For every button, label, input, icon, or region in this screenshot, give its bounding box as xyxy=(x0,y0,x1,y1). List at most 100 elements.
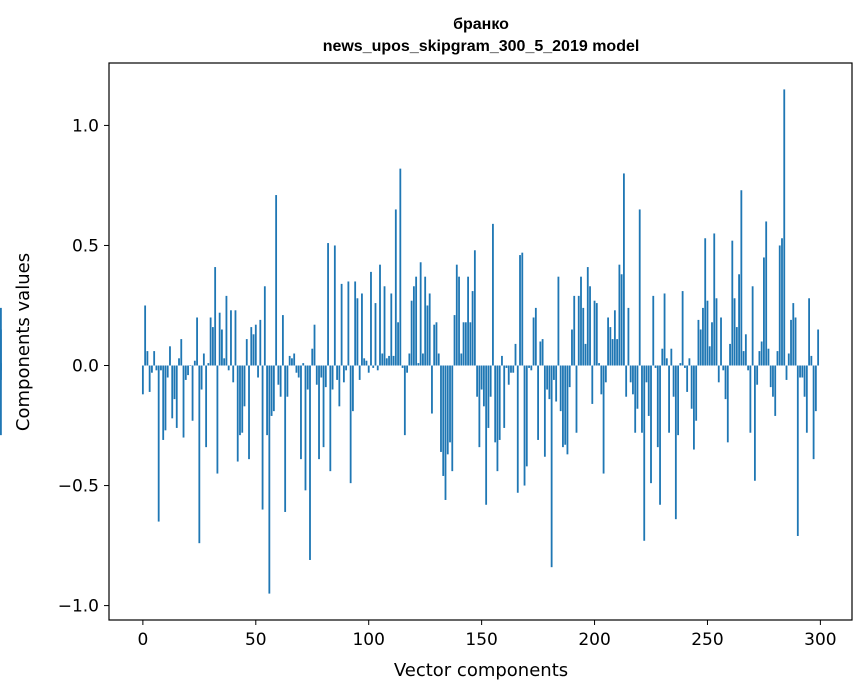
bar-component-196 xyxy=(584,343,587,366)
bar-component-296 xyxy=(810,355,813,366)
bar-component-287 xyxy=(790,319,792,366)
bar-component-286 xyxy=(787,353,790,366)
bar-component-253 xyxy=(713,233,716,366)
bar-component-26 xyxy=(200,365,203,390)
bar-component-186 xyxy=(562,365,564,448)
bar-component-237 xyxy=(677,365,680,436)
bar-component-88 xyxy=(340,283,343,366)
bar-component-151 xyxy=(482,365,485,407)
bar-component-43 xyxy=(239,365,241,436)
bar-component-215 xyxy=(627,307,630,366)
bar-component-44 xyxy=(241,365,244,433)
bar-component-170 xyxy=(525,365,528,467)
bar-component-223 xyxy=(645,365,648,383)
bar-component-134 xyxy=(444,365,447,500)
bar-component-231 xyxy=(663,293,666,366)
bar-component-143 xyxy=(464,322,467,366)
bar-component-10 xyxy=(164,365,167,431)
bar-component-202 xyxy=(598,363,600,366)
bar-component-119 xyxy=(410,300,413,366)
bar-component-279 xyxy=(772,365,774,397)
x-axis-ticks: 0 50 100 150 200 250 300 xyxy=(137,620,837,650)
x-tick-label: 100 xyxy=(352,630,384,650)
bar-component-251 xyxy=(708,346,711,366)
bar-component-214 xyxy=(625,365,628,397)
bar-component-64 xyxy=(286,365,289,397)
bar-component-149 xyxy=(478,365,481,448)
bar-component-139 xyxy=(455,264,458,366)
bar-component-61 xyxy=(279,365,282,397)
x-tick-label: 150 xyxy=(465,630,497,650)
bar-component-219 xyxy=(636,365,639,409)
bar-component-45 xyxy=(243,365,246,407)
bar-component-0 xyxy=(141,365,144,395)
bar-component-131 xyxy=(437,353,440,366)
bar-component-70 xyxy=(300,365,302,460)
bar-component-118 xyxy=(408,353,411,366)
bar-component-272 xyxy=(756,365,759,385)
bar-component-50 xyxy=(254,324,257,366)
bar-component-209 xyxy=(613,310,616,366)
bar-component-71 xyxy=(302,363,305,366)
bar-component-2 xyxy=(146,351,149,366)
bar-component-277 xyxy=(767,348,770,366)
bar-component-246 xyxy=(697,319,700,366)
bar-component-15 xyxy=(175,365,178,428)
bar-component-243 xyxy=(690,365,693,409)
bar-component-211 xyxy=(618,264,621,366)
bar-component-47 xyxy=(248,365,250,460)
bar-component-25 xyxy=(198,365,201,544)
chart-title-line2: news_upos_skipgram_300_5_2019 model xyxy=(323,38,640,55)
bar-component-216 xyxy=(629,365,632,383)
bar-component-168 xyxy=(521,252,524,366)
bar-component-96 xyxy=(358,365,361,380)
bar-component-268 xyxy=(747,365,750,371)
bar-component-28 xyxy=(205,365,208,448)
bar-component-24 xyxy=(196,317,198,366)
bar-component-120 xyxy=(412,286,415,366)
bar-component-18 xyxy=(182,365,185,438)
bar-component-150 xyxy=(480,365,483,390)
bar-component-222 xyxy=(643,365,646,541)
bar-component-229 xyxy=(659,365,661,505)
bar-component-226 xyxy=(652,295,655,366)
bar-component-185 xyxy=(559,365,562,412)
bar-component-130 xyxy=(435,322,438,366)
bar-component-256 xyxy=(720,317,722,366)
bar-component-206 xyxy=(607,317,609,366)
bar-component-128 xyxy=(431,365,433,414)
bar-component-194 xyxy=(580,276,582,366)
bar-component-155 xyxy=(492,223,494,366)
bar-component-93 xyxy=(352,365,354,412)
bar-component-281 xyxy=(776,351,779,366)
bar-component-198 xyxy=(589,286,591,366)
bar-component-208 xyxy=(611,339,614,366)
bar-component-102 xyxy=(372,365,375,368)
bar-component-95 xyxy=(356,298,359,366)
bar-component-203 xyxy=(600,365,603,395)
bar-component-218 xyxy=(634,365,637,433)
bar-component-190 xyxy=(571,329,573,366)
bar-component-171 xyxy=(528,365,530,368)
bar-component-141 xyxy=(460,353,463,366)
bar-component-115 xyxy=(401,365,404,368)
bar-component-259 xyxy=(726,365,729,443)
bar-component-173 xyxy=(532,317,535,366)
bar-component-164 xyxy=(512,365,515,373)
bar-component-147 xyxy=(473,250,476,366)
bars-group xyxy=(0,89,820,594)
bar-component-66 xyxy=(291,358,293,366)
bar-component-166 xyxy=(516,365,519,493)
bar-component-106 xyxy=(381,353,384,366)
x-tick-label: 50 xyxy=(245,630,267,650)
bar-component-260 xyxy=(729,343,731,366)
bar-component-291 xyxy=(799,365,801,378)
bar-component-248 xyxy=(702,307,704,366)
bar-component-undefined xyxy=(0,365,2,436)
bar-component-221 xyxy=(641,365,643,433)
bar-component-261 xyxy=(731,240,734,366)
bar-component-40 xyxy=(232,365,235,383)
bar-component-197 xyxy=(586,267,589,366)
bar-component-188 xyxy=(566,365,569,455)
bar-component-86 xyxy=(336,365,338,380)
